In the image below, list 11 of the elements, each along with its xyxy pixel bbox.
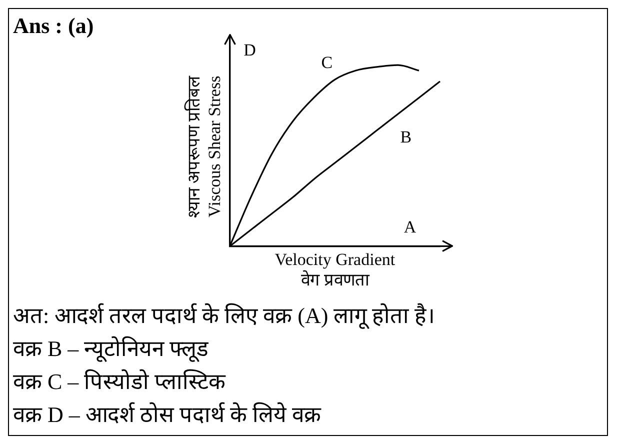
y-axis-title: श्यान अपरूपण प्रतिबल Viscous Shear Stress [184, 75, 224, 218]
series-label: B [400, 127, 412, 146]
text: अत: आदर्श तरल पदार्थ के लिए वक्र (A) लागू होता है। [13, 302, 435, 331]
annotation: A [404, 218, 417, 237]
text: वक्र D – आदर्श ठोस पदार्थ के लिये वक्र [13, 401, 322, 429]
x-axis-title: Velocity Gradient वेग प्रवणता [274, 250, 396, 290]
text: Ans : (a) [13, 13, 94, 39]
text: वक्र B – न्यूटोनियन फ्लूड [13, 335, 210, 364]
series-label: C [321, 53, 333, 72]
text: वक्र C – पिस्योडो प्लास्टिक [13, 368, 227, 396]
text: D [244, 40, 256, 60]
